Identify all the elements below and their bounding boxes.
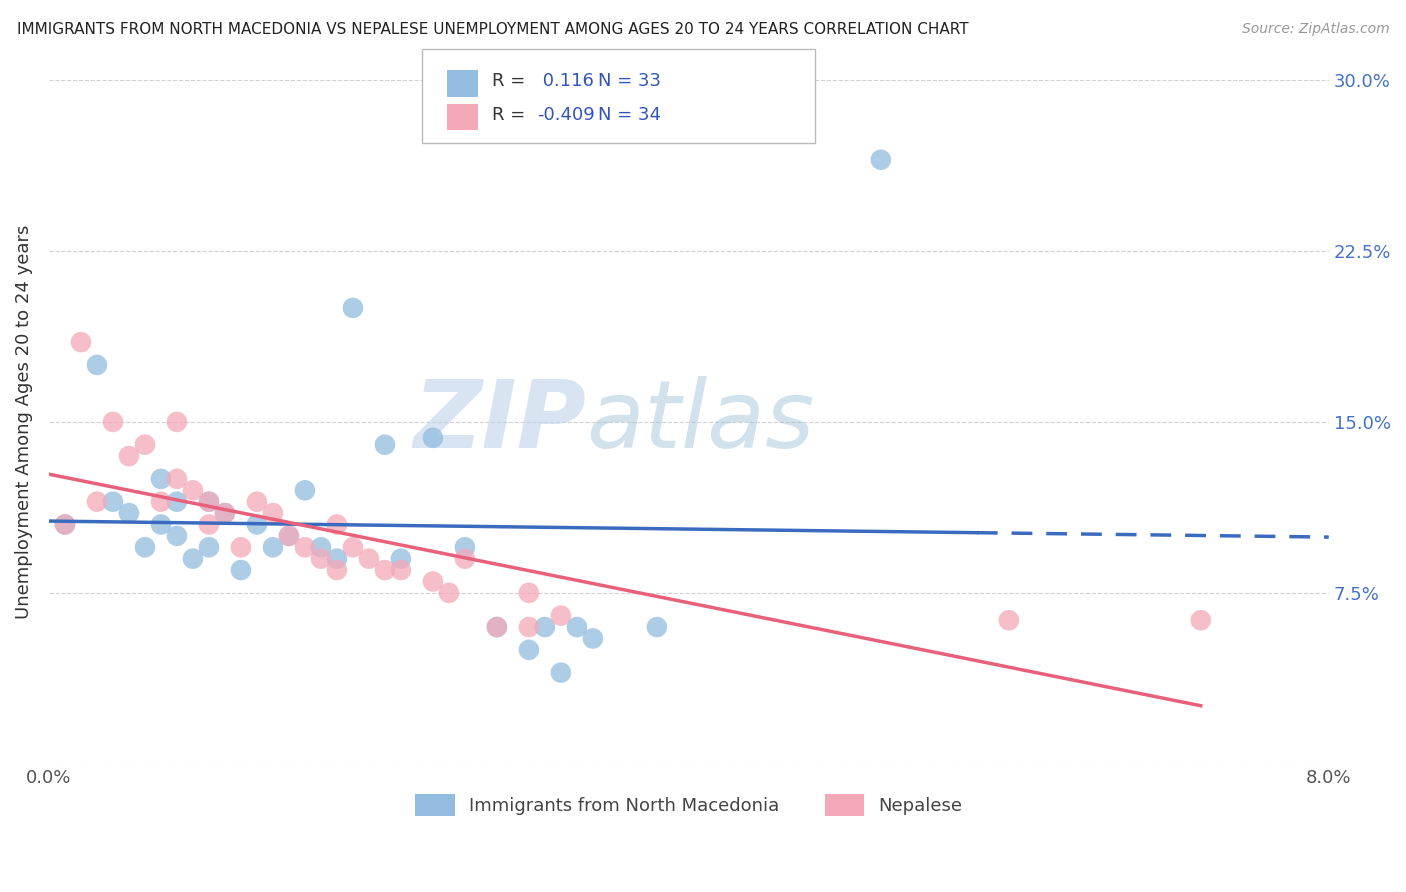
Point <box>86 358 108 372</box>
Point <box>437 586 460 600</box>
Point <box>550 608 572 623</box>
Point <box>198 541 221 555</box>
Point <box>565 620 588 634</box>
Point <box>262 506 284 520</box>
Text: N = 33: N = 33 <box>598 71 661 89</box>
Point <box>389 551 412 566</box>
Point <box>374 438 396 452</box>
Point <box>166 472 188 486</box>
Y-axis label: Unemployment Among Ages 20 to 24 years: Unemployment Among Ages 20 to 24 years <box>15 225 32 619</box>
Point <box>645 620 668 634</box>
Point <box>485 620 508 634</box>
Point <box>1189 613 1212 627</box>
Point <box>342 301 364 315</box>
Point <box>454 551 477 566</box>
Point <box>294 483 316 498</box>
Text: -0.409: -0.409 <box>537 105 595 123</box>
Point <box>101 494 124 508</box>
Point <box>309 541 332 555</box>
Point <box>357 551 380 566</box>
Point <box>389 563 412 577</box>
Point <box>229 541 252 555</box>
Point <box>166 494 188 508</box>
Point <box>214 506 236 520</box>
Point <box>294 541 316 555</box>
Point <box>101 415 124 429</box>
Point <box>166 415 188 429</box>
Point <box>181 483 204 498</box>
Point <box>86 494 108 508</box>
Text: atlas: atlas <box>586 376 814 467</box>
Point <box>485 620 508 634</box>
Point <box>517 643 540 657</box>
Point <box>374 563 396 577</box>
Point <box>869 153 891 167</box>
Point <box>422 431 444 445</box>
Point <box>998 613 1021 627</box>
Point <box>262 541 284 555</box>
Point <box>517 620 540 634</box>
Point <box>582 632 605 646</box>
Text: R =: R = <box>492 105 526 123</box>
Point <box>118 449 141 463</box>
Legend: Immigrants from North Macedonia, Nepalese: Immigrants from North Macedonia, Nepales… <box>408 787 970 823</box>
Point <box>166 529 188 543</box>
Point <box>326 551 349 566</box>
Point <box>70 335 93 350</box>
Point <box>517 586 540 600</box>
Point <box>181 551 204 566</box>
Point <box>134 541 156 555</box>
Point <box>149 472 172 486</box>
Point <box>246 517 269 532</box>
Point <box>134 438 156 452</box>
Point <box>326 563 349 577</box>
Point <box>198 494 221 508</box>
Point <box>198 494 221 508</box>
Text: 0.116: 0.116 <box>537 71 593 89</box>
Point <box>326 517 349 532</box>
Point <box>214 506 236 520</box>
Text: IMMIGRANTS FROM NORTH MACEDONIA VS NEPALESE UNEMPLOYMENT AMONG AGES 20 TO 24 YEA: IMMIGRANTS FROM NORTH MACEDONIA VS NEPAL… <box>17 22 969 37</box>
Text: ZIP: ZIP <box>413 376 586 468</box>
Point <box>550 665 572 680</box>
Point <box>454 541 477 555</box>
Text: Source: ZipAtlas.com: Source: ZipAtlas.com <box>1241 22 1389 37</box>
Text: R =: R = <box>492 71 526 89</box>
Point <box>118 506 141 520</box>
Point <box>53 517 76 532</box>
Point <box>198 517 221 532</box>
Point <box>534 620 557 634</box>
Point <box>342 541 364 555</box>
Point <box>309 551 332 566</box>
Point <box>149 494 172 508</box>
Point <box>422 574 444 589</box>
Point <box>53 517 76 532</box>
Point <box>278 529 301 543</box>
Point <box>246 494 269 508</box>
Point <box>229 563 252 577</box>
Point <box>278 529 301 543</box>
Point <box>149 517 172 532</box>
Text: N = 34: N = 34 <box>598 105 661 123</box>
